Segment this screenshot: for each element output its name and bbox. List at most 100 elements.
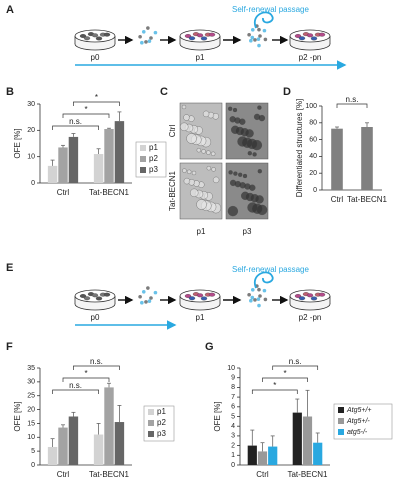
- bar: [104, 129, 114, 183]
- y-axis-label: OFE [%]: [13, 128, 22, 158]
- micrograph-blob: [196, 148, 201, 153]
- significance-label: *: [95, 93, 98, 102]
- micrograph-blob: [253, 113, 261, 121]
- y-tick-label: 0: [31, 462, 35, 469]
- cell-cluster: [257, 43, 261, 48]
- bar: [331, 128, 343, 190]
- y-tick-label: 35: [27, 365, 35, 372]
- cell: [298, 36, 306, 41]
- bar: [114, 121, 125, 183]
- cell-cluster: [250, 27, 255, 32]
- y-tick-label: 3: [231, 433, 235, 440]
- significance-label: *: [283, 369, 286, 378]
- bar: [114, 422, 125, 465]
- cell-cluster: [263, 297, 268, 302]
- bar: [302, 416, 313, 465]
- micrograph-blob: [211, 167, 216, 172]
- cell-cluster: [257, 27, 261, 32]
- legend-swatch: [338, 407, 344, 413]
- cell-cluster: [138, 34, 142, 39]
- row-label: Tat-BECN1: [168, 170, 177, 211]
- panel-label: B: [6, 86, 14, 98]
- cell: [91, 33, 99, 38]
- column-label: p3: [243, 227, 252, 236]
- cell-cluster: [249, 298, 253, 303]
- cell-cluster: [247, 292, 251, 297]
- cell-cluster: [144, 300, 148, 304]
- x-tick-label: Ctrl: [57, 188, 70, 197]
- cell: [103, 32, 111, 37]
- cell-cluster: [256, 37, 261, 41]
- micrograph-blob: [227, 205, 239, 217]
- panel-label: D: [283, 86, 291, 98]
- cell: [184, 34, 192, 38]
- cell: [310, 36, 318, 41]
- bar: [93, 434, 104, 465]
- y-tick-label: 5: [231, 413, 235, 420]
- cell-cluster: [263, 37, 268, 42]
- y-tick-label: 20: [27, 406, 35, 413]
- row-label: Ctrl: [168, 125, 177, 138]
- cell-cluster: [253, 38, 257, 42]
- legend-label: p1: [149, 143, 158, 152]
- micrograph-blob: [228, 106, 233, 111]
- micrograph-blob: [202, 110, 210, 118]
- y-tick-label: 30: [27, 101, 35, 108]
- legend-label: Atg5+/+: [346, 407, 372, 414]
- significance-label: *: [84, 105, 87, 114]
- micrograph-blob: [211, 151, 216, 156]
- significance-bracket: [336, 103, 368, 108]
- cell-cluster: [250, 295, 255, 300]
- y-tick-label: 25: [27, 393, 35, 400]
- bar: [313, 442, 323, 465]
- cell: [306, 293, 314, 298]
- bar: [58, 427, 68, 465]
- stage-label: p2 -pn: [299, 53, 322, 62]
- column-label: p1: [197, 227, 206, 236]
- legend-swatch: [140, 167, 146, 173]
- bar: [361, 127, 373, 190]
- bar: [47, 165, 58, 183]
- cell-cluster: [250, 287, 255, 292]
- bar: [247, 445, 257, 465]
- cell-cluster: [257, 303, 261, 308]
- cell: [103, 292, 111, 297]
- legend-label: atg5-/-: [347, 429, 368, 436]
- stage-label: p0: [91, 313, 100, 322]
- x-tick-label: Tat-BECN1: [89, 188, 130, 197]
- cell: [200, 296, 208, 301]
- y-tick-label: 0: [231, 462, 235, 469]
- diagram-title: Self-renewal passage: [232, 5, 309, 14]
- micrograph-blob: [228, 170, 233, 175]
- micrograph-blob: [206, 150, 211, 155]
- cell-cluster: [258, 34, 262, 38]
- cell-cluster: [249, 38, 253, 43]
- y-tick-label: 9: [231, 375, 235, 382]
- cell: [83, 296, 91, 301]
- significance-label: *: [84, 369, 87, 378]
- significance-label: n.s.: [346, 95, 359, 104]
- cell-cluster: [149, 36, 153, 40]
- significance-bracket: [272, 365, 319, 370]
- legend-label: Atg5+/-: [346, 418, 370, 425]
- y-tick-label: 4: [231, 423, 235, 430]
- legend-label: p1: [157, 407, 166, 416]
- stage-label: p1: [196, 53, 205, 62]
- micrograph-blob: [191, 170, 197, 176]
- legend-swatch: [338, 429, 344, 435]
- y-tick-label: 6: [231, 404, 235, 411]
- significance-label: n.s.: [289, 357, 302, 366]
- bar: [268, 446, 278, 465]
- bar: [292, 412, 302, 465]
- y-axis-label: Differentiated structures [%]: [295, 99, 304, 198]
- micrograph-blob: [252, 152, 257, 157]
- x-tick-label: Tat-BECN1: [89, 470, 130, 479]
- bar: [68, 136, 79, 183]
- y-tick-label: 40: [309, 153, 317, 160]
- bar: [68, 416, 79, 465]
- cell: [318, 32, 326, 37]
- y-axis-label: OFE [%]: [13, 401, 22, 431]
- cell-cluster: [144, 40, 148, 44]
- cell: [188, 36, 196, 41]
